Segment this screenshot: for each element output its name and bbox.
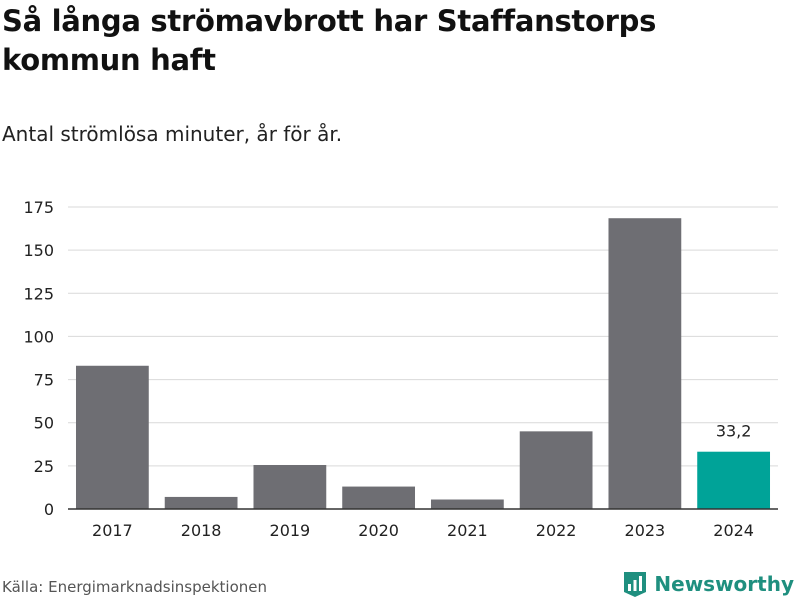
bar bbox=[342, 486, 416, 509]
brand-name: Newsworthy bbox=[654, 572, 794, 596]
x-tick-label: 2024 bbox=[713, 521, 754, 540]
y-tick-label: 25 bbox=[34, 457, 54, 476]
x-tick-label: 2022 bbox=[536, 521, 577, 540]
x-tick-label: 2018 bbox=[181, 521, 222, 540]
data-label: 33,2 bbox=[716, 422, 752, 441]
y-tick-label: 175 bbox=[23, 198, 54, 217]
bar bbox=[519, 431, 593, 509]
y-tick-label: 0 bbox=[44, 500, 54, 519]
chart-subtitle: Antal strömlösa minuter, år för år. bbox=[2, 122, 343, 146]
y-tick-label: 100 bbox=[23, 327, 54, 346]
bar bbox=[430, 499, 504, 509]
y-tick-label: 125 bbox=[23, 284, 54, 303]
newsworthy-logo-icon bbox=[624, 572, 647, 597]
bar bbox=[608, 218, 682, 509]
bar bbox=[697, 451, 771, 509]
y-tick-label: 75 bbox=[34, 371, 54, 390]
bar bbox=[164, 496, 238, 509]
bar-chart: 0 25 50 75 100 125 150 175 2017 2018 2019 2020 2021 2… bbox=[23, 198, 778, 540]
source-note: Källa: Energimarknadsinspektionen bbox=[2, 578, 268, 596]
chart-title: Så långa strömavbrott har Staffanstorps … bbox=[2, 4, 657, 77]
bar bbox=[75, 365, 149, 509]
y-tick-label: 150 bbox=[23, 241, 54, 260]
y-tick-label: 50 bbox=[34, 414, 54, 433]
x-tick-label: 2019 bbox=[270, 521, 311, 540]
x-tick-label: 2021 bbox=[447, 521, 488, 540]
x-tick-label: 2017 bbox=[92, 521, 133, 540]
x-tick-label: 2023 bbox=[625, 521, 666, 540]
bar bbox=[253, 464, 327, 509]
brand-logo: Newsworthy bbox=[622, 570, 794, 598]
x-tick-label: 2020 bbox=[358, 521, 399, 540]
